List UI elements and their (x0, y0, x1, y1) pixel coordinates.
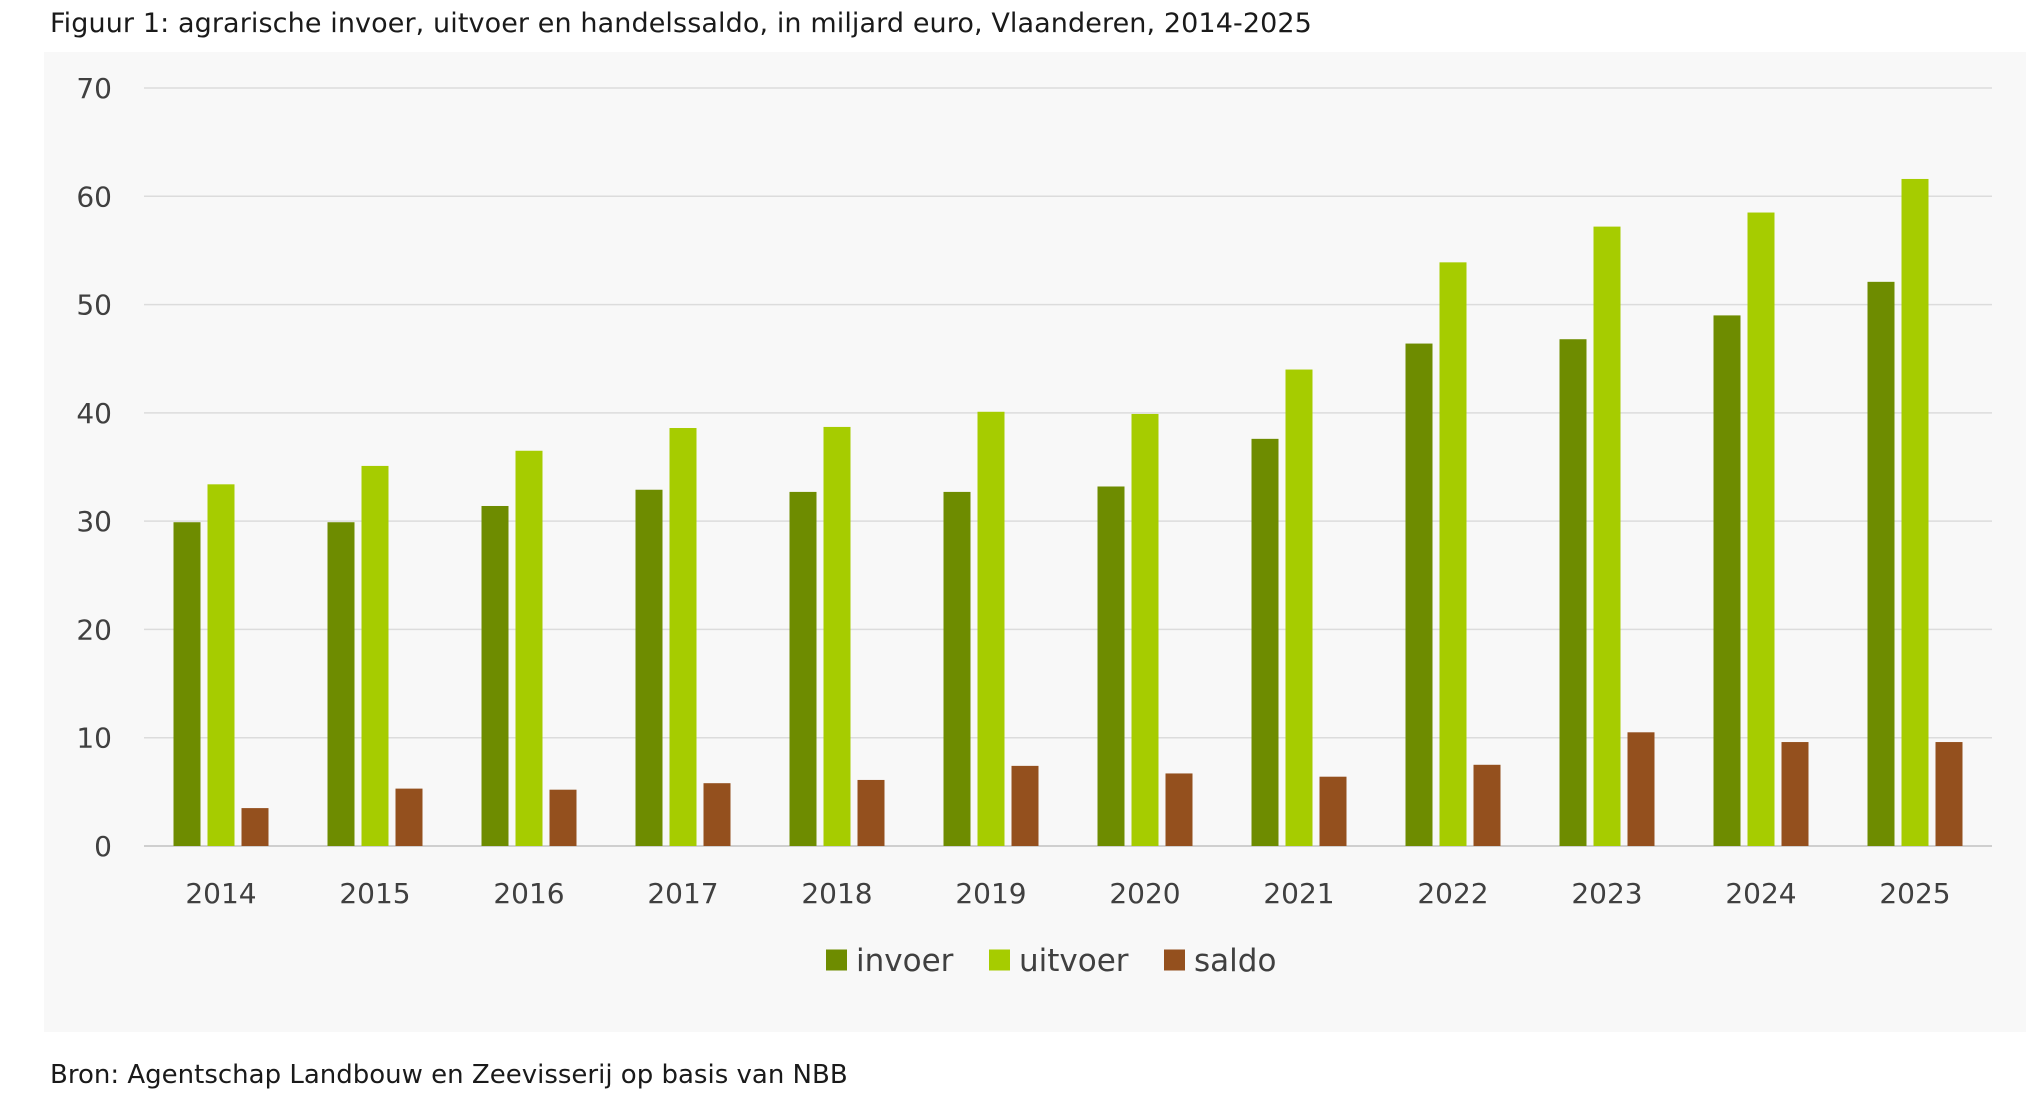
bar-uitvoer-2019 (977, 411, 1005, 846)
bar-saldo-2018 (857, 779, 885, 846)
y-tick-label: 40 (76, 397, 112, 430)
bar-uitvoer-2017 (669, 428, 697, 846)
bar-uitvoer-2021 (1285, 369, 1313, 846)
bar-saldo-2025 (1935, 742, 1963, 846)
bar-uitvoer-2014 (207, 484, 235, 846)
bar-uitvoer-2018 (823, 426, 851, 846)
x-tick-label: 2023 (1571, 877, 1642, 910)
x-tick-label: 2025 (1879, 877, 1950, 910)
bar-invoer-2018 (789, 491, 817, 846)
y-tick-label: 30 (76, 505, 112, 538)
bar-saldo-2014 (241, 808, 269, 846)
bar-saldo-2024 (1781, 742, 1809, 846)
bar-invoer-2014 (173, 522, 201, 846)
x-tick-label: 2016 (493, 877, 564, 910)
bar-uitvoer-2022 (1439, 262, 1467, 847)
bar-saldo-2020 (1165, 773, 1193, 846)
bar-invoer-2017 (635, 489, 663, 846)
legend: invoer uitvoer saldo (826, 943, 1276, 979)
source-note: Bron: Agentschap Landbouw en Zeevisserij… (50, 1060, 848, 1090)
x-tick-label: 2018 (801, 877, 872, 910)
bar-chart: 0 10 20 30 40 50 60 70 2014 2015 2016 2017 2018 2019… (76, 72, 1992, 979)
bar-invoer-2024 (1713, 315, 1741, 846)
x-tick-label: 2014 (185, 877, 256, 910)
bar-uitvoer-2023 (1593, 226, 1621, 846)
bar-uitvoer-2024 (1747, 212, 1775, 846)
bar-invoer-2022 (1405, 343, 1433, 846)
y-tick-label: 10 (76, 722, 112, 755)
legend-label-saldo: saldo (1194, 943, 1276, 979)
bar-invoer-2015 (327, 522, 355, 846)
legend-label-uitvoer: uitvoer (1019, 943, 1129, 979)
legend-swatch-saldo (1164, 949, 1185, 971)
y-tick-label: 60 (76, 180, 112, 213)
x-tick-label: 2021 (1263, 877, 1334, 910)
bars (173, 178, 1963, 847)
bar-invoer-2023 (1559, 339, 1587, 846)
legend-swatch-uitvoer (989, 949, 1010, 971)
x-tick-label: 2020 (1109, 877, 1180, 910)
x-axis-tick-labels: 2014 2015 2016 2017 2018 2019 2020 2021 2022 2023… (185, 877, 1950, 910)
gridlines (144, 87, 1992, 847)
y-tick-label: 50 (76, 289, 112, 322)
chart-panel: 0 10 20 30 40 50 60 70 2014 2015 2016 2017 2018 2019… (44, 52, 2026, 1032)
x-tick-label: 2022 (1417, 877, 1488, 910)
bar-invoer-2021 (1251, 438, 1279, 846)
x-tick-label: 2015 (339, 877, 410, 910)
y-tick-label: 70 (76, 72, 112, 105)
bar-uitvoer-2020 (1131, 413, 1159, 846)
bar-uitvoer-2015 (361, 465, 389, 846)
legend-swatch-invoer (826, 949, 847, 971)
bar-saldo-2022 (1473, 764, 1501, 846)
bar-invoer-2025 (1867, 281, 1895, 846)
figure-title: Figuur 1: agrarische invoer, uitvoer en … (50, 8, 1312, 39)
x-tick-label: 2024 (1725, 877, 1796, 910)
bar-saldo-2019 (1011, 765, 1039, 846)
bar-uitvoer-2016 (515, 450, 543, 846)
bar-saldo-2015 (395, 788, 423, 846)
bar-invoer-2016 (481, 505, 509, 846)
bar-saldo-2023 (1627, 732, 1655, 846)
legend-label-invoer: invoer (856, 943, 954, 979)
y-tick-label: 20 (76, 613, 112, 646)
y-tick-label: 0 (94, 830, 112, 863)
bar-saldo-2017 (703, 783, 731, 846)
y-axis-tick-labels: 0 10 20 30 40 50 60 70 (76, 72, 112, 863)
x-tick-label: 2017 (647, 877, 718, 910)
bar-uitvoer-2025 (1901, 178, 1929, 847)
bar-saldo-2016 (549, 789, 577, 846)
bar-invoer-2020 (1097, 486, 1125, 846)
bar-invoer-2019 (943, 491, 971, 846)
x-tick-label: 2019 (955, 877, 1026, 910)
bar-saldo-2021 (1319, 776, 1347, 846)
